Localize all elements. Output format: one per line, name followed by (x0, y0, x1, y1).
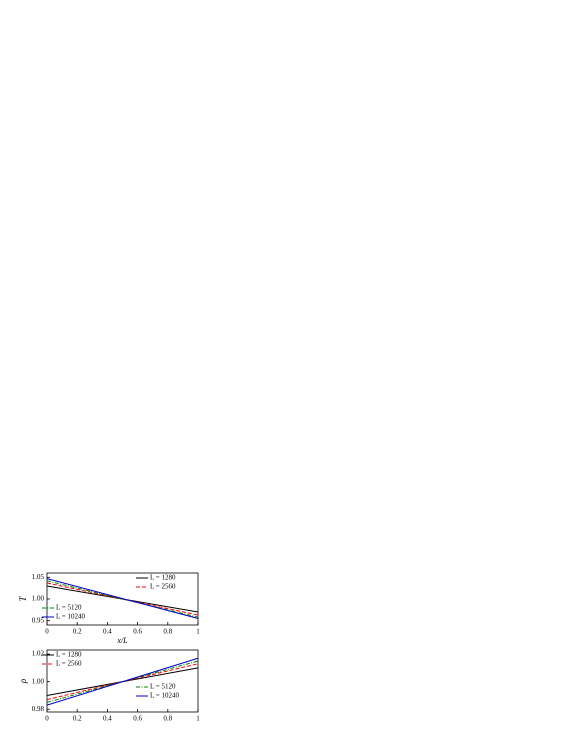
series-line (46, 582, 199, 616)
legend-label: L = 10240 (150, 692, 179, 700)
x-tick-label: 0.2 (73, 715, 82, 723)
y-tick-label: 1.00 (32, 677, 45, 685)
x-tick-label: 0.6 (133, 628, 142, 636)
legend-label: L = 2560 (56, 660, 82, 668)
legend-label: L = 1280 (150, 574, 176, 582)
x-tick-label: 0 (45, 715, 49, 723)
x-tick-label: 0.6 (133, 715, 142, 723)
y-axis-label: ρ (18, 678, 28, 684)
x-tick-label: 0.2 (73, 628, 82, 636)
x-tick-label: 0.8 (163, 715, 172, 723)
series-line (46, 578, 199, 619)
y-axis-label: T (18, 596, 28, 602)
legend-label: L = 2560 (150, 583, 176, 591)
x-tick-label: 0.4 (103, 715, 112, 723)
y-tick-label: 1.00 (32, 595, 45, 603)
plot-frame (46, 649, 199, 713)
x-tick-label: 0.4 (103, 628, 112, 636)
y-tick-label: 0.95 (32, 616, 45, 624)
series-line (46, 663, 199, 701)
legend-label: L = 5120 (150, 683, 176, 691)
legend-label: L = 1280 (56, 651, 82, 659)
x-tick-label: 1 (196, 715, 200, 723)
x-tick-label: 0 (45, 628, 49, 636)
series-line (46, 657, 199, 706)
x-tick-label: 1 (196, 628, 200, 636)
y-tick-label: 1.05 (32, 573, 45, 581)
y-tick-label: 0.98 (32, 705, 45, 713)
legend-label: L = 10240 (56, 613, 85, 621)
x-axis-label: x/L (116, 636, 128, 645)
legend-label: L = 5120 (56, 604, 82, 612)
x-tick-label: 0.8 (163, 628, 172, 636)
y-tick-label: 1.02 (32, 650, 45, 658)
